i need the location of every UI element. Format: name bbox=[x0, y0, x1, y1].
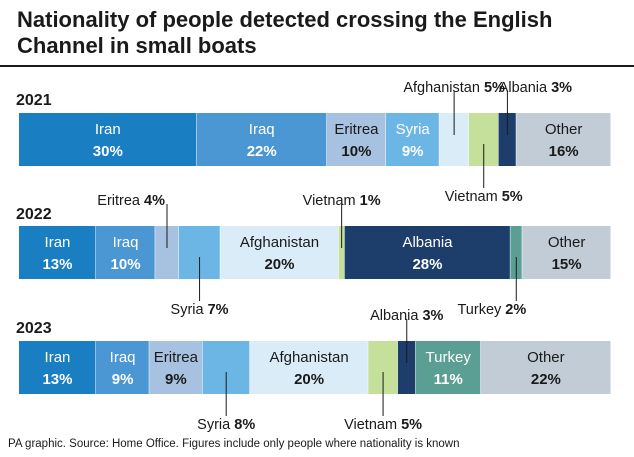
bar-segment-2021-eritrea bbox=[326, 113, 386, 166]
segment-name-2021-iran: Iran bbox=[95, 121, 121, 138]
bar-segment-2021-syria bbox=[386, 113, 439, 166]
segment-name-2022-other: Other bbox=[548, 234, 586, 251]
segment-value-2022-iran: 13% bbox=[42, 256, 72, 273]
bar-segment-2022-iran bbox=[19, 226, 96, 279]
segment-name-2023-afghanistan: Afghanistan bbox=[269, 349, 348, 366]
outside-label-2022-syria: Syria 7% bbox=[171, 302, 229, 318]
outside-label-2022-vietnam: Vietnam 1% bbox=[303, 193, 381, 209]
segment-value-2022-other: 15% bbox=[552, 256, 582, 273]
segment-name-2021-other: Other bbox=[545, 121, 583, 138]
source-footer: PA graphic. Source: Home Office. Figures… bbox=[8, 438, 460, 450]
segment-name-2022-iraq: Iraq bbox=[113, 234, 139, 251]
segment-name-2023-turkey: Turkey bbox=[426, 349, 472, 366]
year-label-2023: 2023 bbox=[16, 320, 52, 337]
bar-segment-2023-eritrea bbox=[149, 341, 203, 394]
segment-value-2022-iraq: 10% bbox=[111, 256, 141, 273]
segment-name-2023-eritrea: Eritrea bbox=[154, 349, 199, 366]
segment-value-2022-albania: 28% bbox=[412, 256, 442, 273]
bar-segment-2022-vietnam bbox=[338, 226, 345, 279]
bar-segment-2023-iraq bbox=[95, 341, 149, 394]
outside-label-2023-vietnam: Vietnam 5% bbox=[344, 417, 422, 433]
bar-segment-2021-iran bbox=[19, 113, 197, 166]
bar-segment-2022-iraq bbox=[95, 226, 155, 279]
outside-label-2023-syria: Syria 8% bbox=[197, 417, 255, 433]
segment-value-2021-iran: 30% bbox=[93, 143, 123, 160]
bar-segment-2023-iran bbox=[19, 341, 96, 394]
segment-name-2021-iraq: Iraq bbox=[249, 121, 275, 138]
title-rule bbox=[0, 65, 634, 67]
bar-segment-2023-other bbox=[480, 341, 611, 394]
outside-label-2022-eritrea: Eritrea 4% bbox=[97, 193, 165, 209]
segment-name-2022-albania: Albania bbox=[402, 234, 453, 251]
bar-segment-2021-other bbox=[516, 113, 611, 166]
outside-label-2022-turkey: Turkey 2% bbox=[457, 302, 526, 318]
segment-name-2021-syria: Syria bbox=[396, 121, 431, 138]
bar-segment-2023-albania bbox=[397, 341, 416, 394]
segment-value-2022-afghanistan: 20% bbox=[264, 256, 294, 273]
bar-segment-2021-albania bbox=[498, 113, 516, 166]
bar-segment-2022-eritrea bbox=[155, 226, 179, 279]
segment-name-2023-other: Other bbox=[527, 349, 565, 366]
segment-name-2021-eritrea: Eritrea bbox=[334, 121, 379, 138]
outside-label-2021-afghanistan: Afghanistan 5% bbox=[403, 80, 505, 96]
bar-segment-2021-iraq bbox=[196, 113, 327, 166]
segment-value-2021-iraq: 22% bbox=[247, 143, 277, 160]
year-label-2022: 2022 bbox=[16, 206, 52, 223]
segment-value-2023-iran: 13% bbox=[42, 371, 72, 388]
chart-title: Nationality of people detected crossing … bbox=[17, 7, 553, 58]
outside-label-2023-albania: Albania 3% bbox=[370, 308, 443, 324]
segment-value-2023-eritrea: 9% bbox=[165, 371, 187, 388]
segment-value-2023-other: 22% bbox=[531, 371, 561, 388]
bar-segment-2023-turkey bbox=[415, 341, 481, 394]
segment-value-2021-other: 16% bbox=[549, 143, 579, 160]
segment-name-2022-afghanistan: Afghanistan bbox=[240, 234, 319, 251]
segment-value-2023-turkey: 11% bbox=[434, 371, 463, 388]
segment-name-2023-iraq: Iraq bbox=[110, 349, 136, 366]
outside-label-2021-albania: Albania 3% bbox=[499, 80, 572, 96]
bar-segment-2022-turkey bbox=[510, 226, 522, 279]
segment-value-2023-iraq: 9% bbox=[112, 371, 134, 388]
segment-value-2021-eritrea: 10% bbox=[341, 143, 371, 160]
bar-segment-2023-afghanistan bbox=[249, 341, 368, 394]
outside-label-2021-vietnam: Vietnam 5% bbox=[445, 189, 523, 205]
segment-value-2021-syria: 9% bbox=[402, 143, 424, 160]
bar-segment-2022-afghanistan bbox=[220, 226, 339, 279]
bar-segment-2022-other bbox=[522, 226, 611, 279]
segment-name-2023-iran: Iran bbox=[45, 349, 71, 366]
segment-name-2022-iran: Iran bbox=[45, 234, 71, 251]
year-label-2021: 2021 bbox=[16, 92, 52, 109]
segment-value-2023-afghanistan: 20% bbox=[294, 371, 324, 388]
bar-segment-2022-albania bbox=[344, 226, 510, 279]
